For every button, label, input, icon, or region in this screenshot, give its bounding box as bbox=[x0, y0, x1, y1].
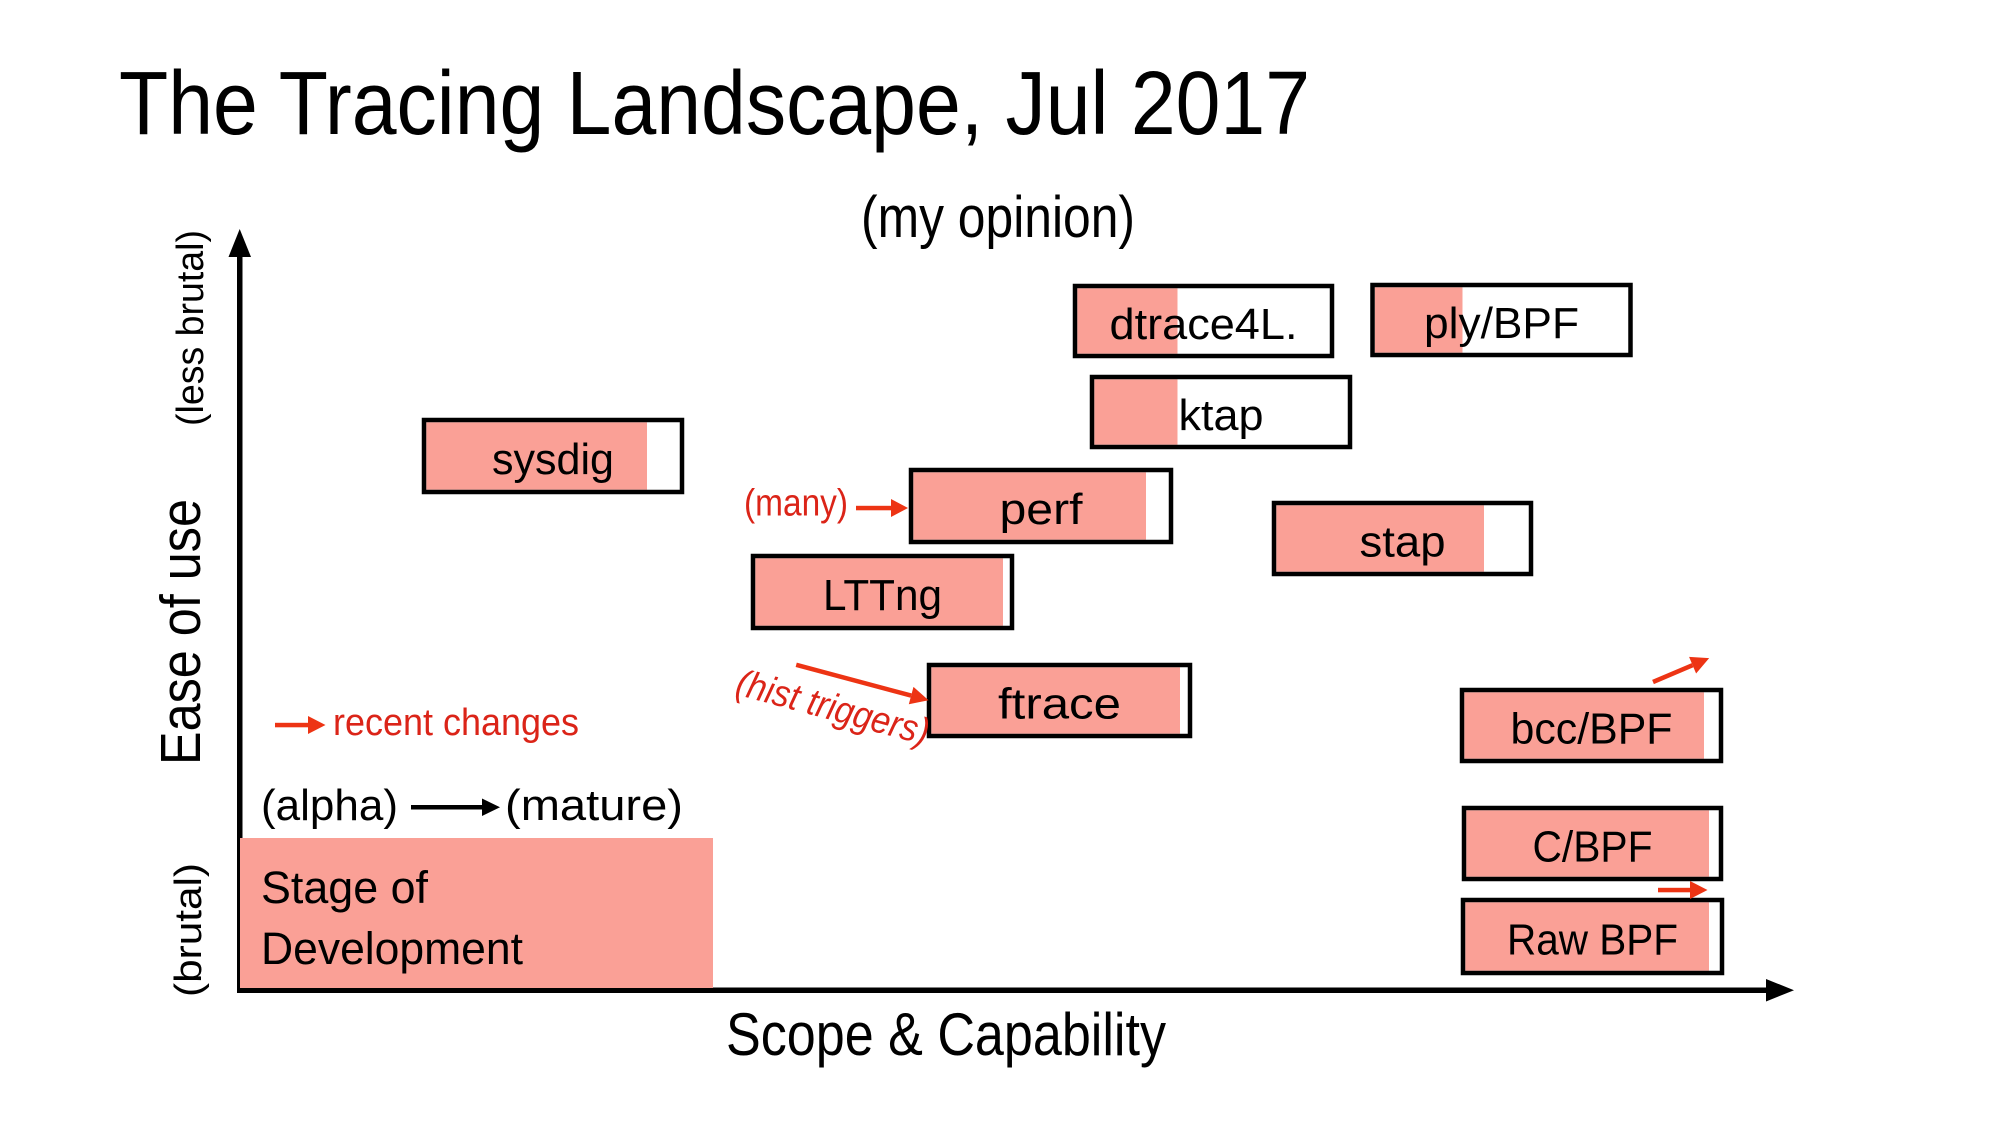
svg-text:Stage of: Stage of bbox=[261, 862, 428, 913]
svg-text:C/BPF: C/BPF bbox=[1533, 823, 1653, 872]
svg-text:(alpha): (alpha) bbox=[261, 781, 398, 830]
svg-text:stap: stap bbox=[1360, 518, 1446, 567]
svg-text:LTTng: LTTng bbox=[823, 571, 942, 620]
svg-text:ftrace: ftrace bbox=[998, 680, 1121, 729]
svg-text:ply/BPF: ply/BPF bbox=[1424, 299, 1579, 348]
svg-text:ktap: ktap bbox=[1179, 391, 1264, 440]
svg-text:recent changes: recent changes bbox=[333, 702, 579, 744]
svg-text:(less brutal): (less brutal) bbox=[170, 230, 212, 426]
svg-text:sysdig: sysdig bbox=[492, 435, 614, 484]
svg-text:(my opinion): (my opinion) bbox=[861, 185, 1135, 250]
svg-text:(brutal): (brutal) bbox=[168, 863, 210, 997]
svg-text:(many): (many) bbox=[744, 483, 848, 525]
svg-text:Scope & Capability: Scope & Capability bbox=[726, 1001, 1166, 1068]
svg-text:Development: Development bbox=[261, 923, 523, 974]
svg-text:The Tracing Landscape, Jul 201: The Tracing Landscape, Jul 2017 bbox=[119, 54, 1310, 154]
svg-text:bcc/BPF: bcc/BPF bbox=[1511, 705, 1673, 754]
svg-text:Ease of use: Ease of use bbox=[149, 499, 213, 765]
svg-text:perf: perf bbox=[1000, 485, 1084, 534]
svg-text:Raw BPF: Raw BPF bbox=[1507, 916, 1678, 965]
svg-text:(mature): (mature) bbox=[505, 781, 683, 830]
svg-text:dtrace4L.: dtrace4L. bbox=[1110, 300, 1298, 349]
